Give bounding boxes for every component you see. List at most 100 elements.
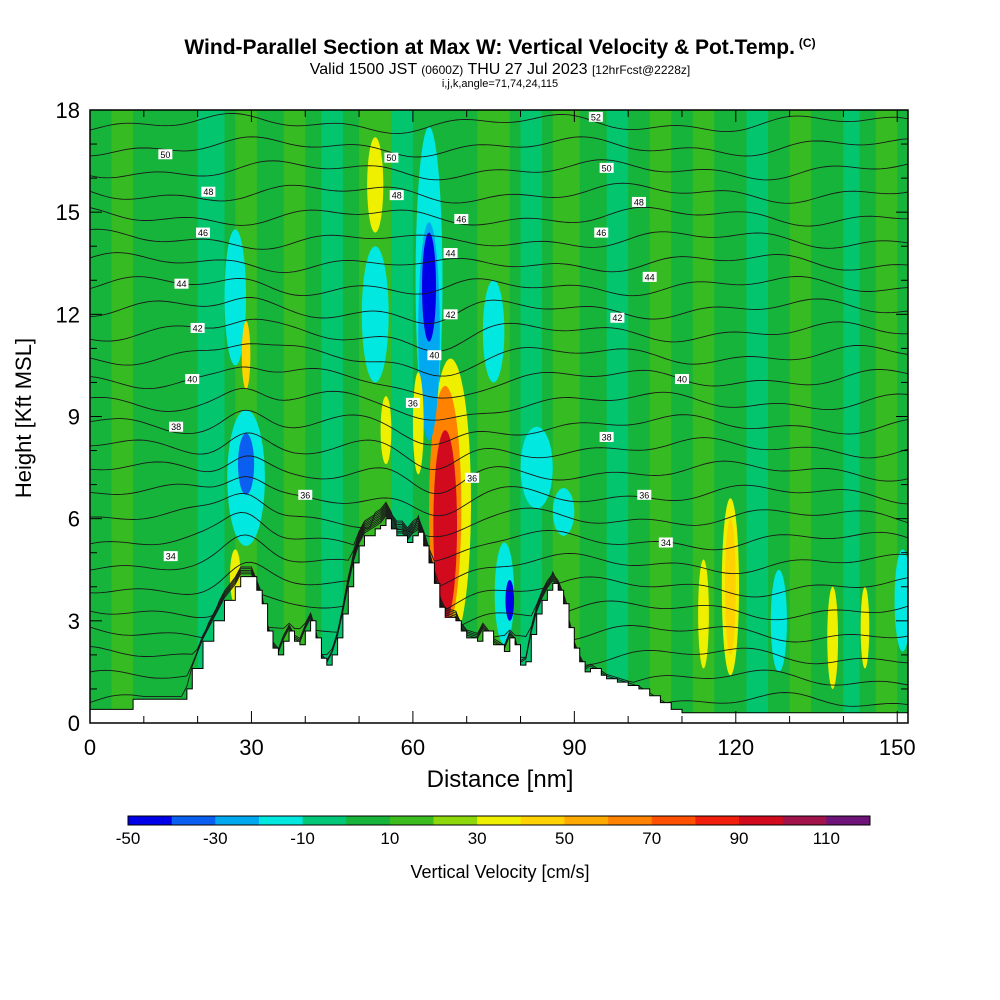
- theta-label: 48: [201, 186, 216, 197]
- theta-label: 50: [384, 152, 399, 163]
- colorbar-swatch: [782, 816, 827, 825]
- theta-label-box: [642, 271, 657, 282]
- theta-label: 34: [163, 551, 178, 562]
- theta-label-text: 40: [429, 351, 439, 361]
- colorbar-swatch: [608, 816, 653, 825]
- theta-label-box: [389, 190, 404, 201]
- theta-label: 44: [174, 278, 189, 289]
- w-cell: [505, 579, 515, 621]
- w-cell: [367, 137, 384, 233]
- w-cell: [894, 549, 908, 652]
- theta-label-box: [174, 278, 189, 289]
- colorbar-frame: [127, 815, 871, 826]
- y-tick-label: 3: [68, 609, 80, 634]
- theta-label-text: 34: [166, 552, 176, 562]
- theta-label-text: 40: [677, 375, 687, 385]
- theta-label-box: [185, 374, 200, 385]
- w-cell: [380, 396, 392, 465]
- theta-contour-line: [90, 182, 908, 204]
- theta-label-text: 46: [198, 228, 208, 238]
- theta-label: 48: [631, 196, 646, 207]
- w-cell: [237, 433, 255, 495]
- w-cell: [698, 559, 709, 669]
- grid-indices: i,j,k,angle=71,74,24,115: [441, 78, 559, 90]
- y-tick-label: 18: [56, 98, 80, 123]
- theta-contour-line: [90, 112, 908, 135]
- colorbar-swatch: [171, 816, 216, 825]
- theta-label-box: [465, 472, 480, 483]
- theta-label: 44: [443, 248, 458, 259]
- theta-label-text: 44: [176, 279, 186, 289]
- theta-label: 38: [169, 421, 184, 432]
- theta-contour-line: [90, 504, 908, 587]
- w-cell: [224, 229, 247, 366]
- w-cell: [412, 372, 424, 475]
- theta-label: 34: [658, 537, 673, 548]
- theta-contour-line: [90, 432, 908, 471]
- chart-title: Wind-Parallel Section at Max W: Vertical…: [0, 36, 1000, 60]
- theta-label: 44: [642, 271, 657, 282]
- w-band: [875, 110, 898, 723]
- colorbar-swatch: [695, 816, 740, 825]
- theta-label-text: 36: [639, 490, 649, 500]
- theta-contour-line: [90, 513, 908, 686]
- colorbar-swatch: [826, 816, 871, 825]
- theta-label-box: [201, 186, 216, 197]
- theta-label: 40: [427, 350, 442, 361]
- w-band: [649, 110, 672, 723]
- theta-label-text: 48: [203, 187, 213, 197]
- theta-contour-line: [90, 511, 908, 666]
- w-cell: [520, 426, 553, 509]
- theta-label: 38: [599, 431, 614, 442]
- w-band: [111, 110, 134, 723]
- theta-label: 42: [443, 309, 458, 320]
- w-cell: [422, 232, 437, 342]
- theta-label-text: 36: [408, 398, 418, 408]
- theta-label-text: 48: [634, 197, 644, 207]
- theta-contour-line: [90, 476, 908, 517]
- x-tick-label: 150: [879, 735, 916, 760]
- theta-contour-line: [90, 276, 908, 297]
- theta-contour-line: [90, 228, 908, 250]
- theta-label: 36: [465, 472, 480, 483]
- colorbar-tick-label: 10: [380, 829, 399, 848]
- theta-label-text: 52: [591, 112, 601, 122]
- theta-label: 40: [185, 374, 200, 385]
- theta-contour-line: [90, 159, 908, 181]
- w-cell: [241, 321, 251, 390]
- theta-label-box: [405, 397, 420, 408]
- theta-contour-line: [90, 366, 908, 399]
- theta-label-text: 38: [602, 432, 612, 442]
- theta-label: 48: [389, 190, 404, 201]
- x-tick-label: 90: [562, 735, 586, 760]
- x-axis-title: Distance [nm]: [426, 766, 574, 793]
- theta-label-box: [454, 213, 469, 224]
- theta-label: 46: [196, 227, 211, 238]
- y-tick-label: 15: [56, 200, 80, 225]
- theta-contours: [90, 112, 908, 707]
- theta-label-box: [631, 196, 646, 207]
- w-cell: [725, 518, 736, 655]
- theta-label: 42: [610, 312, 625, 323]
- theta-label-box: [427, 350, 442, 361]
- chart-title-text: Wind-Parallel Section at Max W: Vertical…: [184, 36, 795, 59]
- theta-label-box: [610, 312, 625, 323]
- theta-contour-line: [90, 388, 908, 421]
- valid-date: THU 27 Jul 2023: [467, 61, 588, 78]
- theta-label: 36: [637, 489, 652, 500]
- theta-label: 50: [158, 149, 173, 160]
- theta-label-text: 40: [187, 375, 197, 385]
- x-tick-label: 120: [717, 735, 754, 760]
- theta-label-box: [674, 374, 689, 385]
- w-cell: [482, 280, 505, 383]
- theta-label-box: [594, 227, 609, 238]
- theta-label-box: [599, 431, 614, 442]
- theta-label-text: 42: [193, 323, 203, 333]
- w-cell: [361, 246, 389, 383]
- theta-label-text: 44: [645, 272, 655, 282]
- colorbar-swatch: [477, 816, 522, 825]
- w-cell: [433, 430, 458, 621]
- colorbar: -50 -30 -10 10 30 50 70 90 110: [116, 815, 871, 848]
